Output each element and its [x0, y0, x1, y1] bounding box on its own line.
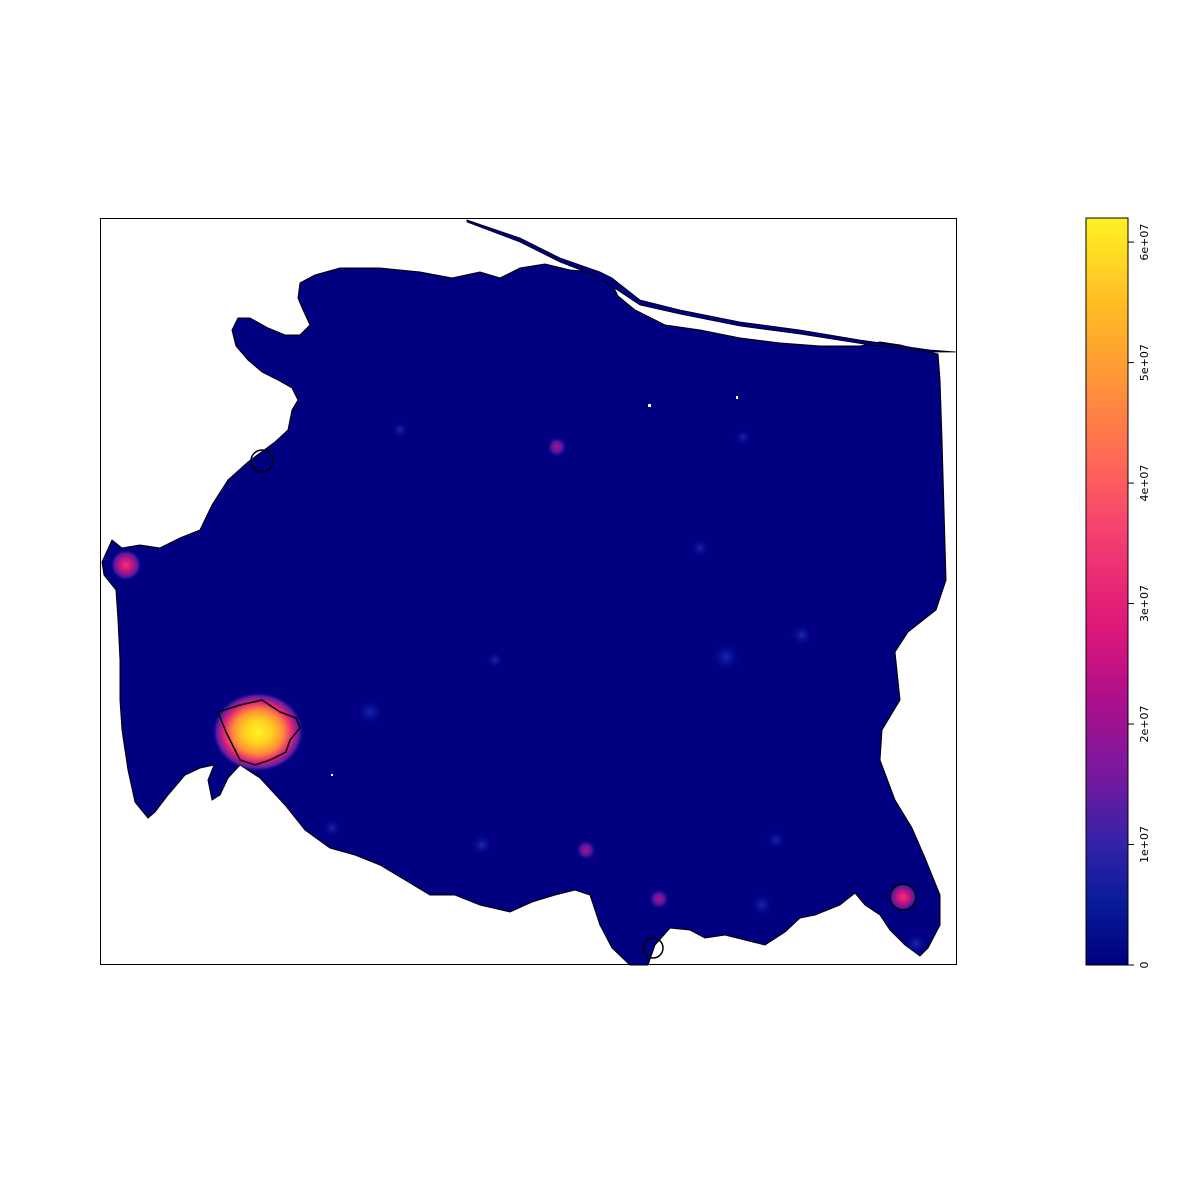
legend-tick-label: 6e+07 [1138, 224, 1151, 261]
land-region [101, 263, 947, 966]
contour-circle [642, 937, 664, 959]
legend-color-bar [1085, 217, 1129, 966]
density-layer [110, 421, 928, 956]
faint-hotspot [486, 651, 504, 669]
lake-specks [331, 396, 738, 776]
faint-hotspot [750, 893, 774, 917]
lake-speck [331, 774, 333, 776]
faint-hotspot [391, 421, 409, 439]
hotspot-south-mid [648, 888, 670, 910]
faint-hotspot [734, 428, 752, 446]
lake-speck [648, 404, 651, 407]
coastal-spit [466, 219, 958, 353]
legend-tick-label: 4e+07 [1138, 465, 1151, 502]
faint-hotspot [766, 830, 786, 850]
hotspot-southeast [888, 882, 918, 912]
legend-tick-label: 2e+07 [1138, 706, 1151, 743]
faint-hotspot [710, 641, 742, 673]
hotspot-south-center [575, 839, 597, 861]
contour-circle [889, 883, 917, 911]
legend-axis: 0 1e+07 2e+07 3e+07 4e+07 5e+07 6e+07 [1128, 224, 1151, 969]
faint-hotspot [470, 833, 494, 857]
major-contour [217, 699, 301, 766]
legend-tick-label: 5e+07 [1138, 344, 1151, 381]
hotspot-far-west [110, 549, 142, 581]
contour-circle [250, 449, 274, 473]
contour-lines [217, 449, 917, 959]
faint-hotspot [904, 932, 928, 956]
faint-hotspot [322, 818, 342, 838]
legend-tick-label: 0 [1138, 962, 1151, 969]
color-legend: 0 1e+07 2e+07 3e+07 4e+07 5e+07 6e+07 [1085, 217, 1151, 969]
faint-hotspot [690, 538, 710, 558]
legend-tick-label: 3e+07 [1138, 585, 1151, 622]
hotspot-north-center [546, 436, 568, 458]
faint-hotspot [356, 698, 384, 726]
faint-hotspot [790, 623, 814, 647]
lake-speck [736, 396, 738, 399]
legend-tick-label: 1e+07 [1138, 826, 1151, 863]
